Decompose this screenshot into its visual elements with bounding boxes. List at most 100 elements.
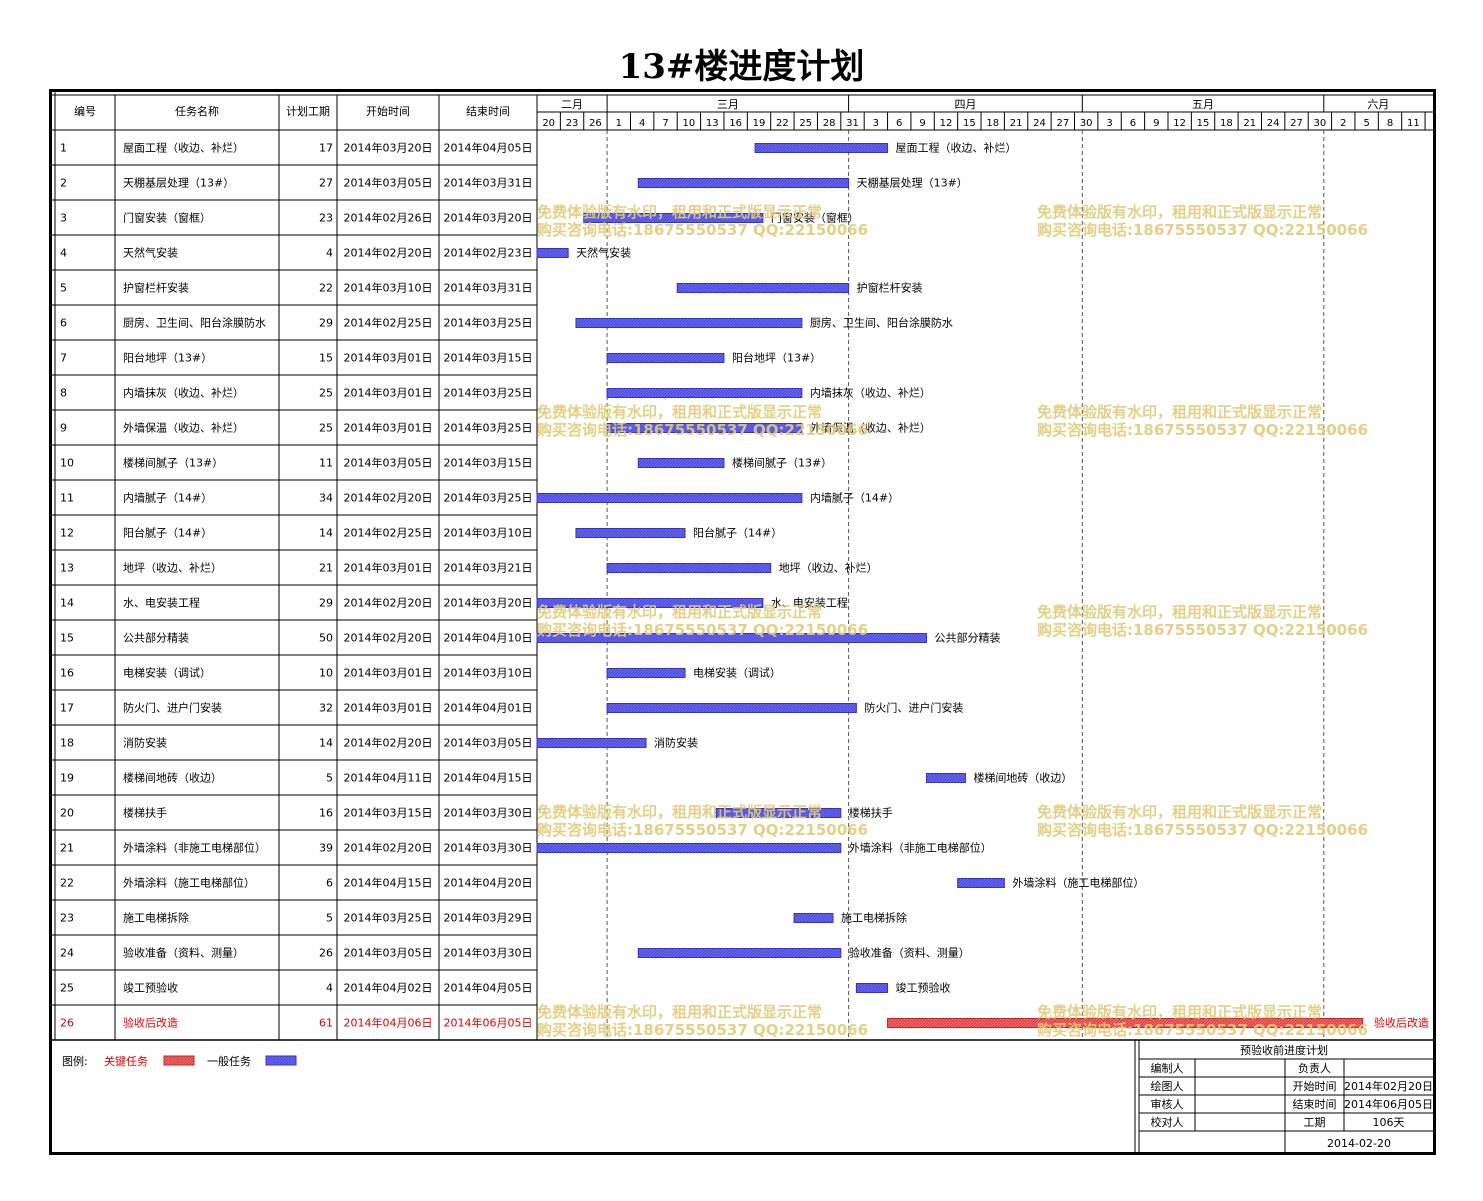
task-end: 2014年03月21日	[444, 561, 533, 575]
task-end: 2014年03月25日	[444, 491, 533, 505]
task-duration: 50	[319, 632, 333, 645]
task-end: 2014年03月30日	[444, 841, 533, 855]
task-end: 2014年03月10日	[444, 666, 533, 680]
tick-label: 30	[1314, 118, 1327, 129]
table-header: 编号 任务名称 计划工期 开始时间 结束时间	[74, 104, 510, 118]
task-start: 2014年03月01日	[344, 666, 433, 680]
task-end: 2014年03月15日	[444, 456, 533, 470]
task-name: 护窗栏杆安装	[123, 281, 189, 295]
tick-label: 21	[1243, 118, 1256, 129]
table-row: 2 天棚基层处理（13#） 27 2014年03月05日 2014年03月31日	[60, 176, 533, 190]
task-id: 6	[60, 317, 67, 330]
tick-label: 8	[1387, 118, 1393, 129]
tick-label: 18	[1220, 118, 1233, 129]
info-end-value: 2014年06月05日	[1344, 1097, 1433, 1111]
task-end: 2014年03月30日	[444, 946, 533, 960]
task-id: 19	[60, 772, 74, 785]
watermark-line2: 购买咨询电话:18675550537 QQ:22150066	[1037, 1021, 1368, 1039]
task-start: 2014年02月20日	[344, 841, 433, 855]
gantt-bar	[606, 423, 803, 433]
table-row: 25 竣工预验收 4 2014年04月02日 2014年04月05日	[60, 981, 533, 995]
info-date: 2014-02-20	[1327, 1137, 1391, 1150]
column-header-start: 开始时间	[366, 104, 410, 118]
task-name: 外墙涂料（非施工电梯部位）	[123, 841, 266, 855]
gantt-bar	[536, 598, 764, 608]
gantt-bar	[637, 178, 850, 188]
info-title: 预验收前进度计划	[1240, 1043, 1328, 1057]
task-start: 2014年03月05日	[344, 456, 433, 470]
task-end: 2014年04月05日	[444, 981, 533, 995]
tick-label: 9	[919, 118, 925, 129]
bar-label: 护窗栏杆安装	[857, 281, 923, 295]
task-duration: 27	[319, 177, 333, 190]
task-id: 9	[60, 422, 67, 435]
task-duration: 61	[319, 1017, 333, 1030]
watermark-line2: 购买咨询电话:18675550537 QQ:22150066	[537, 221, 868, 239]
info-editor-label: 编制人	[1151, 1061, 1184, 1075]
gantt-bar	[926, 773, 966, 783]
task-end: 2014年03月31日	[444, 176, 533, 190]
legend-normal-swatch	[265, 1055, 297, 1066]
task-duration: 11	[319, 457, 333, 470]
bar-label: 外墙保温（收边、补烂）	[810, 421, 931, 435]
task-end: 2014年03月30日	[444, 806, 533, 820]
tick-label: 2	[1340, 118, 1346, 129]
tick-label: 10	[683, 118, 696, 129]
task-start: 2014年04月02日	[344, 981, 433, 995]
task-end: 2014年03月05日	[444, 736, 533, 750]
task-name: 竣工预验收	[123, 981, 178, 995]
task-id: 22	[60, 877, 74, 890]
watermark-line2: 购买咨询电话:18675550537 QQ:22150066	[1037, 221, 1368, 239]
task-name: 公共部分精装	[123, 631, 189, 645]
task-duration: 15	[319, 352, 333, 365]
info-duration-label: 工期	[1304, 1116, 1326, 1129]
gantt-bar	[536, 738, 647, 748]
watermark-line1: 免费体验版有水印，租用和正式版显示正常	[537, 603, 822, 621]
info-checker-label: 校对人	[1151, 1115, 1184, 1129]
column-header-end: 结束时间	[466, 105, 510, 118]
task-id: 2	[60, 177, 67, 190]
tick-label: 5	[1363, 118, 1369, 129]
tick-label: 30	[1080, 118, 1093, 129]
gantt-bar	[855, 983, 889, 993]
task-start: 2014年02月20日	[344, 491, 433, 505]
table-row: 18 消防安装 14 2014年02月20日 2014年03月05日	[60, 736, 533, 750]
task-name: 屋面工程（收边、补烂）	[123, 141, 244, 155]
task-start: 2014年02月25日	[344, 526, 433, 540]
info-box: 预验收前进度计划 编制人 负责人 绘图人 开始时间 2014年02月20日 审核…	[1134, 1040, 1433, 1152]
task-id: 1	[60, 142, 67, 155]
task-id: 3	[60, 212, 67, 225]
table-row: 13 地坪（收边、补烂） 21 2014年03月01日 2014年03月21日	[60, 561, 533, 575]
task-duration: 22	[319, 282, 333, 295]
task-name: 门窗安装（窗框）	[123, 211, 211, 225]
task-end: 2014年03月20日	[444, 211, 533, 225]
task-duration: 5	[326, 772, 333, 785]
bar-label: 验收后改造	[1374, 1016, 1429, 1030]
bar-label: 电梯安装（调试）	[693, 666, 781, 680]
table-row: 5 护窗栏杆安装 22 2014年03月10日 2014年03月31日	[60, 281, 533, 295]
task-id: 18	[60, 737, 74, 750]
task-id: 15	[60, 632, 74, 645]
task-end: 2014年03月25日	[444, 421, 533, 435]
legend-critical-swatch	[163, 1055, 195, 1066]
task-start: 2014年03月01日	[344, 386, 433, 400]
column-header-duration: 计划工期	[286, 105, 330, 118]
info-start-label: 开始时间	[1293, 1079, 1337, 1093]
tick-label: 25	[799, 118, 812, 129]
bar-label: 施工电梯拆除	[841, 911, 907, 925]
task-id: 24	[60, 947, 74, 960]
bar-label: 楼梯间腻子（13#）	[732, 456, 832, 470]
task-start: 2014年03月05日	[344, 946, 433, 960]
bar-label: 验收准备（资料、测量）	[849, 946, 970, 960]
task-name: 施工电梯拆除	[123, 911, 189, 925]
table-row: 15 公共部分精装 50 2014年02月20日 2014年04月10日	[60, 631, 533, 645]
task-id: 25	[60, 982, 74, 995]
month-label: 五月	[1192, 98, 1214, 111]
watermark-line2: 购买咨询电话:18675550537 QQ:22150066	[1037, 821, 1368, 839]
gantt-bar	[793, 913, 834, 923]
tick-label: 3	[1106, 118, 1112, 129]
tick-label: 27	[1056, 118, 1069, 129]
task-end: 2014年04月10日	[444, 631, 533, 645]
month-label: 二月	[561, 98, 583, 111]
task-start: 2014年02月20日	[344, 596, 433, 610]
